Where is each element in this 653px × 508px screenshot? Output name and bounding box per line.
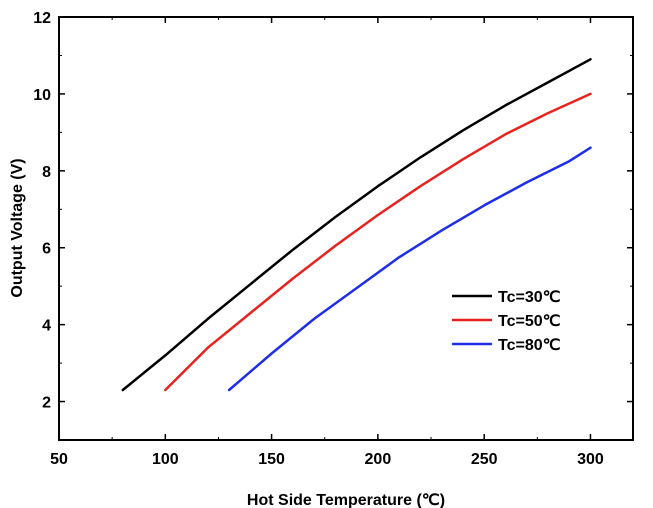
x-tick-label: 300 <box>577 451 604 468</box>
plot-frame <box>58 16 634 441</box>
legend: Tc=30℃ Tc=50℃ Tc=80℃ <box>452 289 561 354</box>
x-tick-label: 100 <box>152 451 179 468</box>
y-tick-label: 8 <box>42 164 51 181</box>
legend-label: Tc=30℃ <box>498 289 561 306</box>
series-line-2 <box>164 92 592 392</box>
x-tick-label: 150 <box>258 451 285 468</box>
y-tick-label: 4 <box>42 318 51 335</box>
x-tick-label: 250 <box>471 451 498 468</box>
legend-label: Tc=80℃ <box>498 337 561 354</box>
y-tick-label: 12 <box>33 10 51 27</box>
x-axis-title: Hot Side Temperature (℃) <box>247 492 445 508</box>
y-tick-label: 10 <box>33 87 51 104</box>
y-tick-label: 2 <box>42 395 51 412</box>
y-tick-label: 6 <box>42 241 51 258</box>
legend-label: Tc=50℃ <box>498 313 561 330</box>
x-tick-label: 200 <box>365 451 392 468</box>
series-lines <box>121 58 592 392</box>
x-tick-label: 50 <box>50 451 68 468</box>
series-line-3 <box>227 146 592 392</box>
axis-ticks: 50 100 150 200 250 300 2 4 6 8 10 12 <box>33 10 633 468</box>
y-axis-title: Output Voltage (V) <box>9 158 26 297</box>
series-line-1 <box>121 58 592 392</box>
